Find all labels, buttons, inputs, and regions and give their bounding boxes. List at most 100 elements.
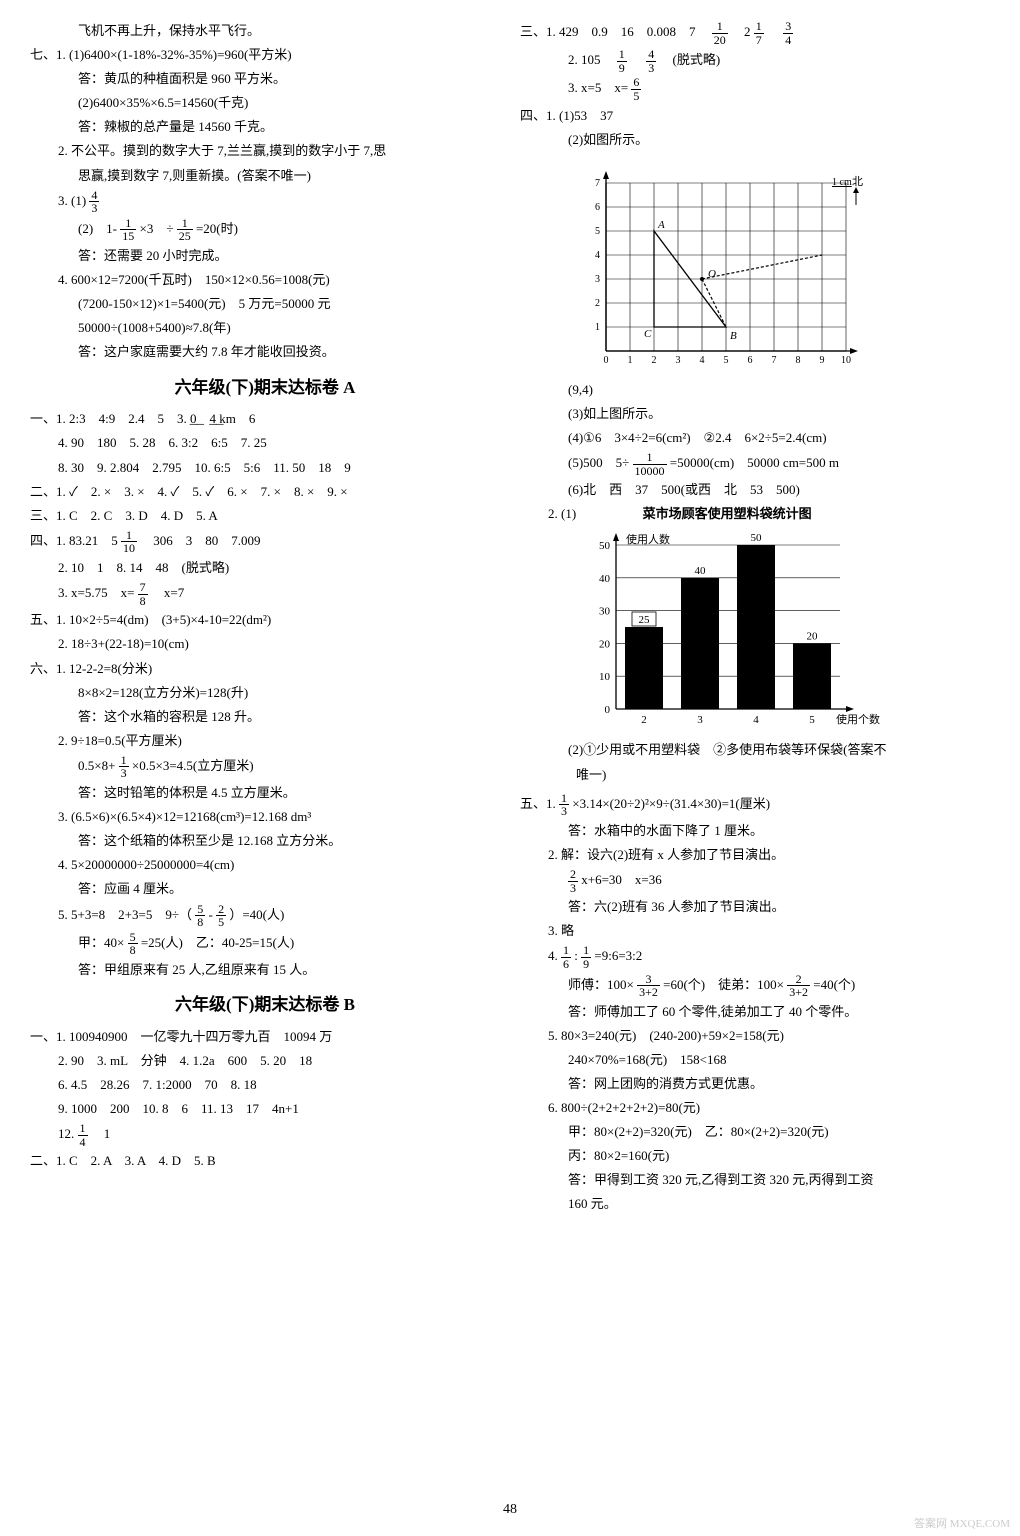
text: 答：师傅加工了 60 个零件,徒弟加工了 40 个零件。 [520, 1001, 990, 1023]
text: 答：六(2)班有 36 人参加了节目演出。 [520, 896, 990, 918]
svg-text:6: 6 [595, 202, 600, 213]
bar-chart: 01020304050252403504205使用人数使用个数 [570, 527, 900, 737]
text: 答：这时铅笔的体积是 4.5 立方厘米。 [30, 782, 500, 804]
svg-text:40: 40 [599, 573, 611, 585]
svg-text:使用个数: 使用个数 [836, 713, 880, 726]
text: 3. x=5 x= 65 [520, 76, 990, 102]
text: 答：甲组原来有 25 人,乙组原来有 15 人。 [30, 959, 500, 981]
text: 师傅：100× 33+2 =60(个) 徒弟：100× 23+2 =40(个) [520, 973, 990, 999]
text: (2)6400×35%×6.5=14560(千克) [30, 92, 500, 114]
svg-text:10: 10 [599, 672, 611, 684]
text: (2)①少用或不用塑料袋 ②多使用布袋等环保袋(答案不 [520, 739, 990, 761]
text: 答：辣椒的总产量是 14560 千克。 [30, 116, 500, 138]
text: 答：水箱中的水面下降了 1 厘米。 [520, 820, 990, 842]
text: 2. 不公平。摸到的数字大于 7,兰兰赢,摸到的数字小于 7,思 [30, 140, 500, 162]
text: 飞机不再上升，保持水平飞行。 [30, 20, 500, 42]
svg-text:使用人数: 使用人数 [626, 533, 670, 546]
text: 3. x=5.75 x= 78 x=7 [30, 581, 500, 607]
page-number: 48 [0, 1498, 1020, 1522]
text: 七、1. (1)6400×(1-18%-32%-35%)=960(平方米) [30, 44, 500, 66]
text: 二、1. ✓ 2. × 3. × 4. ✓ 5. ✓ 6. × 7. × 8. … [30, 481, 500, 503]
svg-text:10: 10 [841, 355, 851, 366]
text: (2) 1- 115 ×3 ÷ 125 =20(时) [30, 217, 500, 243]
text: 五、1. 10×2÷5=4(dm) (3+5)×4-10=22(dm²) [30, 609, 500, 631]
svg-text:5: 5 [809, 714, 815, 726]
svg-text:2: 2 [595, 298, 600, 309]
svg-text:8: 8 [796, 355, 801, 366]
text: 答：这户家庭需要大约 7.8 年才能收回投资。 [30, 341, 500, 363]
svg-text:3: 3 [676, 355, 681, 366]
text: 2. 18÷3+(22-18)=10(cm) [30, 633, 500, 655]
svg-text:1: 1 [595, 322, 600, 333]
text: 二、1. C 2. A 3. A 4. D 5. B [30, 1150, 500, 1172]
svg-text:4: 4 [595, 250, 600, 261]
text: 五、1. 13 ×3.14×(20÷2)²×9÷(31.4×30)=1(厘米) [520, 792, 990, 818]
svg-text:2: 2 [641, 714, 647, 726]
svg-text:0: 0 [604, 355, 609, 366]
text: 6. 800÷(2+2+2+2+2)=80(元) [520, 1097, 990, 1119]
text: 6. 4.5 28.26 7. 1:2000 70 8. 18 [30, 1074, 500, 1096]
text: 3. (6.5×6)×(6.5×4)×12=12168(cm³)=12.168 … [30, 806, 500, 828]
svg-text:25: 25 [639, 614, 651, 626]
text: 8×8×2=128(立方分米)=128(升) [30, 682, 500, 704]
text: 5. 80×3=240(元) (240-200)+59×2=158(元) [520, 1025, 990, 1047]
text: 六、1. 12-2-2=8(分米) [30, 658, 500, 680]
text: (7200-150×12)×1=5400(元) 5 万元=50000 元 [30, 293, 500, 315]
text: (2)如图所示。 [520, 129, 990, 151]
svg-text:3: 3 [595, 274, 600, 285]
svg-text:0: 0 [605, 704, 611, 716]
text: 2. 105 19 43 (脱式略) [520, 48, 990, 74]
svg-text:50: 50 [751, 532, 763, 544]
svg-text:4: 4 [700, 355, 705, 366]
text: 0.5×8+ 13 ×0.5×3=4.5(立方厘米) [30, 754, 500, 780]
text: 甲：40× 58 =25(人) 乙：40-25=15(人) [30, 931, 500, 957]
text: 4. 90 180 5. 28 6. 3:2 6:5 7. 25 [30, 432, 500, 454]
svg-text:B: B [730, 330, 737, 342]
svg-text:3: 3 [697, 714, 703, 726]
text: 4. 16 : 19 =9:6=3:2 [520, 944, 990, 970]
svg-text:5: 5 [595, 226, 600, 237]
text: 丙：80×2=160(元) [520, 1145, 990, 1167]
svg-text:北: 北 [852, 175, 863, 188]
text: 12. 14 1 [30, 1122, 500, 1148]
text: 三、1. 429 0.9 16 0.008 7 120 2 17 34 [520, 20, 990, 46]
text: 答：这个水箱的容积是 128 升。 [30, 706, 500, 728]
watermark: 答案网 MXQE.COM [914, 1518, 1010, 1530]
text: 2. 解：设六(2)班有 x 人参加了节目演出。 [520, 844, 990, 866]
svg-text:50: 50 [599, 540, 611, 552]
text: 一、1. 2:3 4:9 2.4 5 3. ͟0͟ ͟4͟ km 6 [30, 408, 500, 430]
svg-text:9: 9 [820, 355, 825, 366]
svg-text:4: 4 [753, 714, 759, 726]
svg-text:7: 7 [772, 355, 777, 366]
text: 2. 9÷18=0.5(平方厘米) [30, 730, 500, 752]
text: 思赢,摸到数字 7,则重新摸。(答案不唯一) [30, 165, 500, 187]
text: 答：这个纸箱的体积至少是 12.168 立方分米。 [30, 830, 500, 852]
section-title-a: 六年级(下)期末达标卷 A [30, 374, 500, 403]
section-title-b: 六年级(下)期末达标卷 B [30, 991, 500, 1020]
text: 四、1. 83.21 5 110 306 3 80 7.009 [30, 529, 500, 555]
text: (9,4) [520, 379, 990, 401]
text: 3. 略 [520, 920, 990, 942]
svg-text:6: 6 [748, 355, 753, 366]
svg-text:O: O [708, 268, 716, 280]
text: 160 元。 [520, 1193, 990, 1215]
svg-text:2: 2 [652, 355, 657, 366]
text: 2. (1) 菜市场顾客使用塑料袋统计图 [520, 503, 990, 525]
text: (3)如上图所示。 [520, 403, 990, 425]
svg-text:40: 40 [695, 565, 707, 577]
svg-text:5: 5 [724, 355, 729, 366]
text: 9. 1000 200 10. 8 6 11. 13 17 4n+1 [30, 1098, 500, 1120]
text: 答：黄瓜的种植面积是 960 平方米。 [30, 68, 500, 90]
text: 240×70%=168(元) 158<168 [520, 1049, 990, 1071]
text: 唯一) [520, 764, 990, 786]
svg-text:C: C [644, 328, 652, 340]
svg-text:20: 20 [807, 631, 819, 643]
text: 4. 5×20000000÷25000000=4(cm) [30, 854, 500, 876]
text: 2. 90 3. mL 分钟 4. 1.2a 600 5. 20 18 [30, 1050, 500, 1072]
text: 3. (1) 43 [30, 189, 500, 215]
left-column: 飞机不再上升，保持水平飞行。 七、1. (1)6400×(1-18%-32%-3… [30, 20, 500, 1218]
svg-text:30: 30 [599, 606, 611, 618]
text: 四、1. (1)53 37 [520, 105, 990, 127]
text: 答：甲得到工资 320 元,乙得到工资 320 元,丙得到工资 [520, 1169, 990, 1191]
svg-text:1 cm: 1 cm [832, 177, 852, 188]
